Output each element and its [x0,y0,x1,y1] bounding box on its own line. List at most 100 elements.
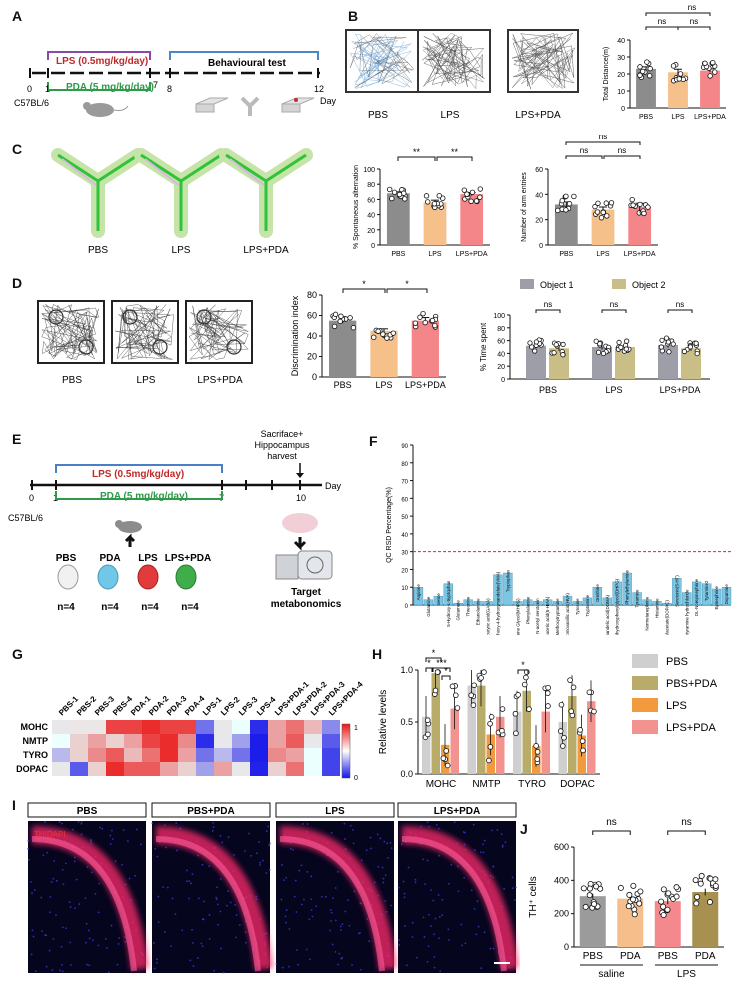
significance-bracket [425,657,442,662]
dapi-dot [176,849,178,852]
data-point [332,311,339,318]
heatmap-cell [106,734,124,748]
data-point [560,341,566,347]
dapi-dot [477,925,480,928]
dapi-dot [359,902,362,905]
dapi-dot [334,950,337,953]
heatmap-cell [232,762,250,776]
dapi-dot [491,829,493,832]
track-label-lps-pda: LPS+PDA [515,110,561,121]
dapi-dot [78,903,81,905]
dapi-dot [310,875,313,878]
data-point [545,690,551,696]
dapi-dot [153,967,156,970]
mouse-pbs-icon [57,564,79,590]
bar [453,603,463,606]
panel-c: C PBS LPS LPS+PDA 0 20 40 60 80 100 PBS LPS LPS+… [0,132,742,275]
ns-label: ns [681,817,692,828]
group-label: LPS+PDA [165,553,211,564]
arena-label-lps-pda: LPS+PDA [197,375,243,386]
dapi-dot [411,921,414,924]
dapi-dot [501,846,504,848]
data-point [477,194,483,200]
data-point [391,189,398,195]
track-label-lps: LPS [441,110,460,121]
bar [423,202,447,245]
x-tick-label: LPS [671,114,685,121]
dapi-dot [511,887,514,890]
heatmap-cell [286,734,304,748]
dapi-dot [456,865,459,868]
panel-label: I [12,797,16,813]
group-label: PBS [56,553,77,564]
panel-j: J 0 200 400 600 TH⁺ cells PBS PDA PBS PDA ns ns sal… [520,795,742,983]
dapi-dot [348,924,351,927]
dapi-dot [482,843,484,846]
dapi-dot [90,839,93,841]
dapi-dot [244,941,247,944]
x-tick-label: LPS+PDA [624,251,656,258]
dapi-dot [157,921,160,924]
x-tick-label: LPS+PDA [456,251,488,258]
dapi-dot [234,904,236,906]
data-point [693,340,699,346]
group-label: LPS [138,553,158,564]
dapi-dot [376,833,379,836]
heatmap-cell [250,762,268,776]
dapi-dot [208,865,211,868]
legend-label-object-1: Object 1 [540,280,574,290]
y-tick-label: 20 [617,72,625,79]
data-point [577,727,583,733]
bar [672,578,682,606]
data-point [521,681,528,688]
group-label: LPS [677,969,696,980]
data-point [559,198,565,204]
movement-track [421,32,484,90]
y-maze-track [219,148,313,238]
data-point [637,72,643,78]
dapi-dot [281,966,284,969]
data-point [694,893,701,900]
dapi-dot [188,897,191,900]
pda-dose-text: PDA (5 mg/kg/day) [100,491,188,502]
heatmap-cell [304,762,322,776]
data-point [425,199,431,205]
dapi-dot [447,928,450,931]
data-point [673,884,680,891]
significance-label: * [444,666,448,676]
heatmap-cell [160,734,178,748]
harvest-text: harvest [267,451,297,461]
dapi-dot [504,841,507,844]
row-label: NMTP [23,736,49,746]
data-point [512,710,519,717]
heatmap-cell [124,762,142,776]
bar [711,588,722,606]
significance-bracket [425,667,433,672]
th-signal [279,826,397,971]
dapi-dot [85,941,87,944]
y-tick-label: 80 [307,290,317,300]
behaviour-bracket [169,51,319,60]
data-point [386,186,393,193]
significance-bracket [667,830,706,835]
dapi-dot [450,863,453,866]
dapi-dot [30,953,33,956]
dapi-dot [191,873,194,875]
heatmap-cell [124,734,142,748]
bar-label: N-acetyl serotonin [535,598,540,634]
dapi-dot [382,877,385,880]
dapi-dot [60,945,63,948]
data-point [464,191,470,197]
dapi-dot [221,841,224,844]
significance-bracket [397,156,436,161]
heatmap-cell [106,748,124,762]
movement-track [423,34,485,87]
bar [681,348,701,379]
data-point [670,341,676,347]
y-tick-label: 0 [371,243,375,250]
nor-arena [37,300,105,364]
dapi-dot [55,914,57,917]
arena-label-pbs: PBS [62,375,82,386]
dapi-dot [403,892,406,895]
dapi-dot [330,831,333,834]
